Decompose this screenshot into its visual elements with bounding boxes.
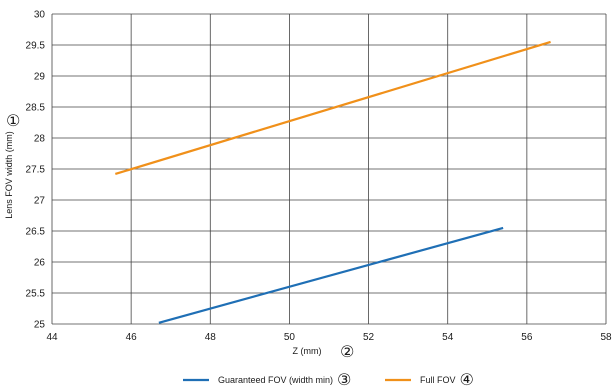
x-axis-marker: ② [340,342,354,361]
y-tick-label: 26.5 [26,227,46,238]
series-line-2 [114,40,551,176]
x-tick-label: 58 [600,332,612,343]
x-tick-label: 48 [205,332,217,343]
y-tick-label: 26 [34,258,46,269]
y-tick-label: 29 [34,72,46,83]
y-tick-label: 28.5 [26,103,46,114]
x-tick-label: 46 [126,332,138,343]
x-tick-label: 52 [363,332,375,343]
y-tick-label: 28 [34,134,46,145]
y-tick-label: 27.5 [26,165,46,176]
x-tick-label: 56 [521,332,533,343]
y-tick-label: 30 [34,10,46,21]
series-lines [114,40,551,324]
y-axis-marker: ① [6,111,20,130]
legend-label-1: Guaranteed FOV (width min) [218,375,333,385]
y-tick-label: 27 [34,196,46,207]
legend-marker-2: ④ [460,370,474,388]
y-tick-label: 25.5 [26,289,46,300]
legend: Guaranteed FOV (width min) ③ Full FOV ④ [183,370,474,388]
y-tick-label: 29.5 [26,41,46,52]
x-axis-label: Z (mm) [293,346,322,356]
x-ticks: 44 46 48 50 52 54 56 58 [46,332,612,343]
y-tick-label: 25 [34,320,46,331]
grid [51,13,607,325]
legend-label-2: Full FOV [420,375,456,385]
series-line-1 [158,226,504,324]
y-ticks: 25 25.5 26 26.5 27 27.5 28 28.5 29 29.5 30 [26,10,46,331]
y-axis-label: Lens FOV width (mm) [4,131,14,219]
x-tick-label: 44 [46,332,58,343]
legend-marker-1: ③ [337,370,351,388]
x-tick-label: 50 [284,332,296,343]
x-tick-label: 54 [442,332,454,343]
